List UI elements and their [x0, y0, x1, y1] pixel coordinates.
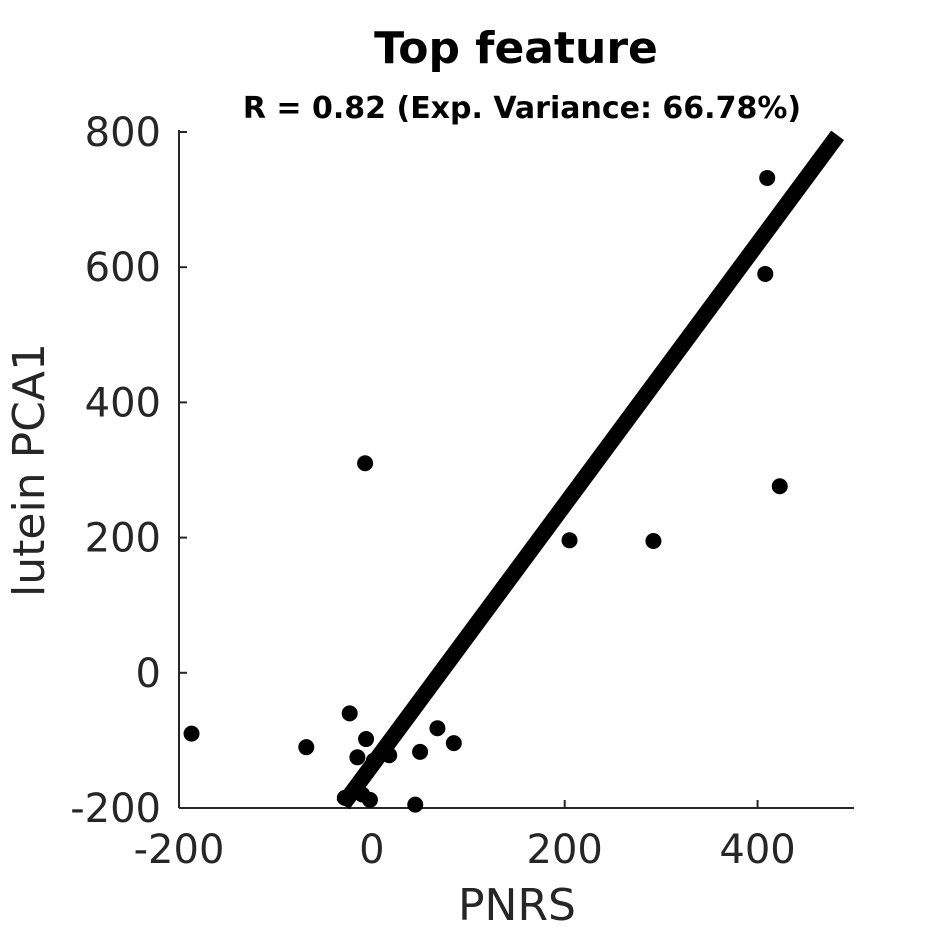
scatter-point	[336, 789, 353, 806]
scatter-point	[381, 747, 398, 764]
y-axis-ticks: -200 0 200 400 600 800	[70, 110, 187, 832]
scatter-point	[645, 532, 662, 549]
regression-fit-line	[336, 130, 845, 810]
x-axis-ticks: -200 0 200 400	[134, 800, 796, 873]
scatter-point	[365, 752, 382, 769]
chart-subtitle: R = 0.82 (Exp. Variance: 66.78%)	[243, 91, 801, 126]
y-tick-label: -200	[70, 786, 161, 832]
y-axis-label: lutein PCA1	[4, 343, 55, 597]
y-tick-label: 800	[85, 110, 161, 156]
scatter-point	[412, 743, 429, 760]
scatter-point	[361, 791, 378, 808]
x-tick-label: 0	[359, 827, 384, 873]
y-tick-label: 0	[136, 651, 161, 697]
y-tick-label: 400	[85, 380, 161, 426]
y-tick-label: 200	[85, 516, 161, 562]
scatter-point	[429, 720, 446, 737]
data-points	[183, 169, 788, 813]
scatter-point	[407, 796, 424, 813]
y-tick-label: 600	[85, 245, 161, 291]
scatter-point	[349, 749, 366, 766]
scatter-point	[445, 735, 462, 752]
scatter-point	[759, 169, 776, 186]
scatter-point	[183, 725, 200, 742]
scatter-point	[298, 739, 315, 756]
x-tick-label: -200	[134, 827, 225, 873]
scatter-point	[561, 532, 578, 549]
scatter-point	[341, 705, 358, 722]
x-axis-label: PNRS	[458, 880, 576, 931]
scatter-point	[771, 478, 788, 495]
scatter-point	[358, 731, 375, 748]
scatter-point	[357, 455, 374, 472]
scatter-point	[757, 265, 774, 282]
chart-title: Top feature	[374, 23, 658, 74]
x-tick-label: 400	[719, 827, 795, 873]
fit-line-layer	[336, 130, 845, 810]
x-tick-label: 200	[527, 827, 603, 873]
